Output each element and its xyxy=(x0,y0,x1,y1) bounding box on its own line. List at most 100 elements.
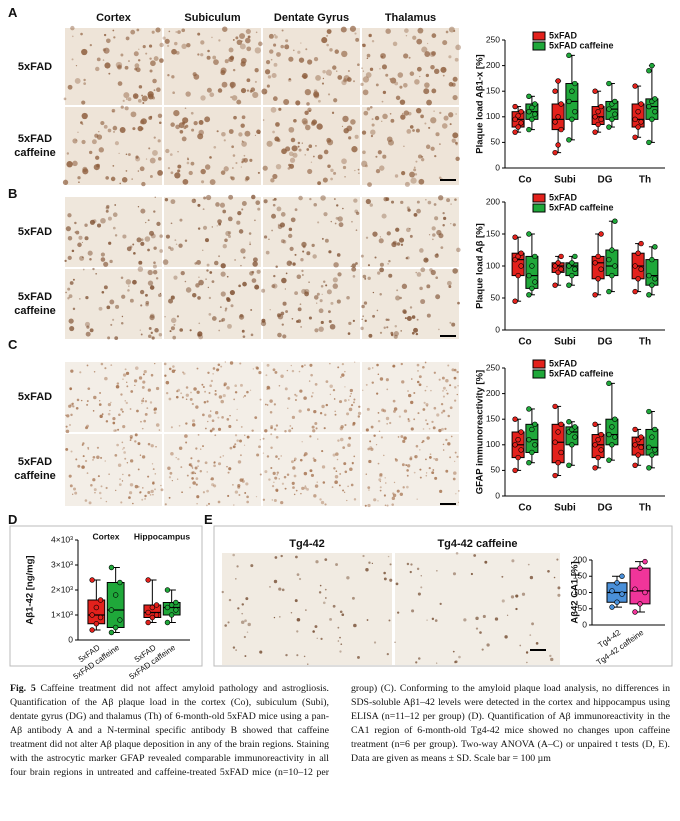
stain xyxy=(65,226,71,232)
stain xyxy=(136,28,140,32)
stain xyxy=(138,48,140,50)
stain xyxy=(529,575,534,580)
stain xyxy=(399,99,406,105)
stain xyxy=(209,384,212,387)
stain xyxy=(361,67,363,69)
stain xyxy=(288,151,294,157)
stain xyxy=(79,255,85,261)
stain xyxy=(243,444,246,446)
column-header: Dentate Gyrus xyxy=(273,12,350,24)
stain xyxy=(272,203,276,207)
stain xyxy=(349,388,353,393)
data-point xyxy=(558,266,564,272)
stain xyxy=(299,389,303,393)
stain xyxy=(158,293,162,298)
stain xyxy=(113,429,116,432)
stain xyxy=(442,211,445,215)
stain xyxy=(403,110,409,116)
stain xyxy=(147,248,150,252)
stain xyxy=(117,428,120,431)
y-tick-label: 100 xyxy=(486,439,500,449)
stain xyxy=(324,238,329,243)
stain xyxy=(206,504,208,507)
data-point xyxy=(558,101,564,107)
stain xyxy=(442,443,445,446)
stain xyxy=(337,216,343,222)
stain xyxy=(140,333,143,336)
y-tick-label: 200 xyxy=(486,60,500,70)
stain xyxy=(176,315,180,318)
stain xyxy=(256,269,261,274)
stain xyxy=(112,125,118,131)
stain xyxy=(240,88,247,94)
stain xyxy=(315,74,322,81)
stain xyxy=(304,364,306,366)
stain xyxy=(138,85,143,89)
stain xyxy=(280,500,284,505)
stain xyxy=(515,607,518,611)
stain xyxy=(145,300,150,305)
data-point xyxy=(598,266,604,272)
stain xyxy=(178,446,183,450)
stain xyxy=(177,164,182,169)
data-point xyxy=(635,452,641,458)
stain xyxy=(334,222,337,225)
stain xyxy=(255,31,258,34)
category-label: Subi xyxy=(554,337,576,348)
stain xyxy=(365,473,368,475)
stain xyxy=(452,650,455,653)
stain xyxy=(426,385,428,388)
stain xyxy=(401,283,408,290)
stain xyxy=(189,486,191,489)
stain xyxy=(99,392,102,394)
stain xyxy=(134,433,138,437)
stain xyxy=(434,476,438,480)
stain xyxy=(104,51,106,53)
stain xyxy=(375,83,379,87)
stain xyxy=(475,616,479,621)
stain xyxy=(271,499,274,501)
stain xyxy=(395,227,400,232)
stain xyxy=(352,275,356,278)
stain xyxy=(348,321,352,326)
data-point xyxy=(598,431,604,438)
stain xyxy=(420,575,422,577)
stain xyxy=(313,295,319,300)
stain xyxy=(229,361,234,365)
y-tick-label: 50 xyxy=(491,137,501,147)
data-point xyxy=(592,465,598,471)
stain xyxy=(410,177,417,184)
stain xyxy=(105,500,108,503)
data-point xyxy=(612,434,618,440)
stain xyxy=(333,398,336,400)
stain xyxy=(371,123,375,127)
stain xyxy=(450,203,452,205)
data-point xyxy=(518,250,524,256)
stain xyxy=(240,61,246,67)
stain xyxy=(276,137,281,142)
stain xyxy=(362,554,365,558)
stain xyxy=(412,35,417,40)
stain xyxy=(72,487,77,491)
stain xyxy=(348,407,353,412)
stain xyxy=(109,410,111,412)
stain xyxy=(125,36,130,41)
stain xyxy=(229,82,235,87)
data-point xyxy=(592,421,598,428)
stain xyxy=(292,49,295,52)
stain xyxy=(341,363,345,366)
stain xyxy=(249,389,252,391)
stain xyxy=(218,329,221,332)
stain xyxy=(404,317,407,320)
stain xyxy=(352,423,355,427)
stain xyxy=(369,203,373,207)
stain xyxy=(100,257,106,262)
stain xyxy=(352,401,355,404)
stain xyxy=(397,436,400,438)
stain xyxy=(185,386,189,389)
stain xyxy=(152,78,157,84)
stain xyxy=(301,118,308,125)
stain xyxy=(72,278,75,281)
stain xyxy=(141,94,143,97)
